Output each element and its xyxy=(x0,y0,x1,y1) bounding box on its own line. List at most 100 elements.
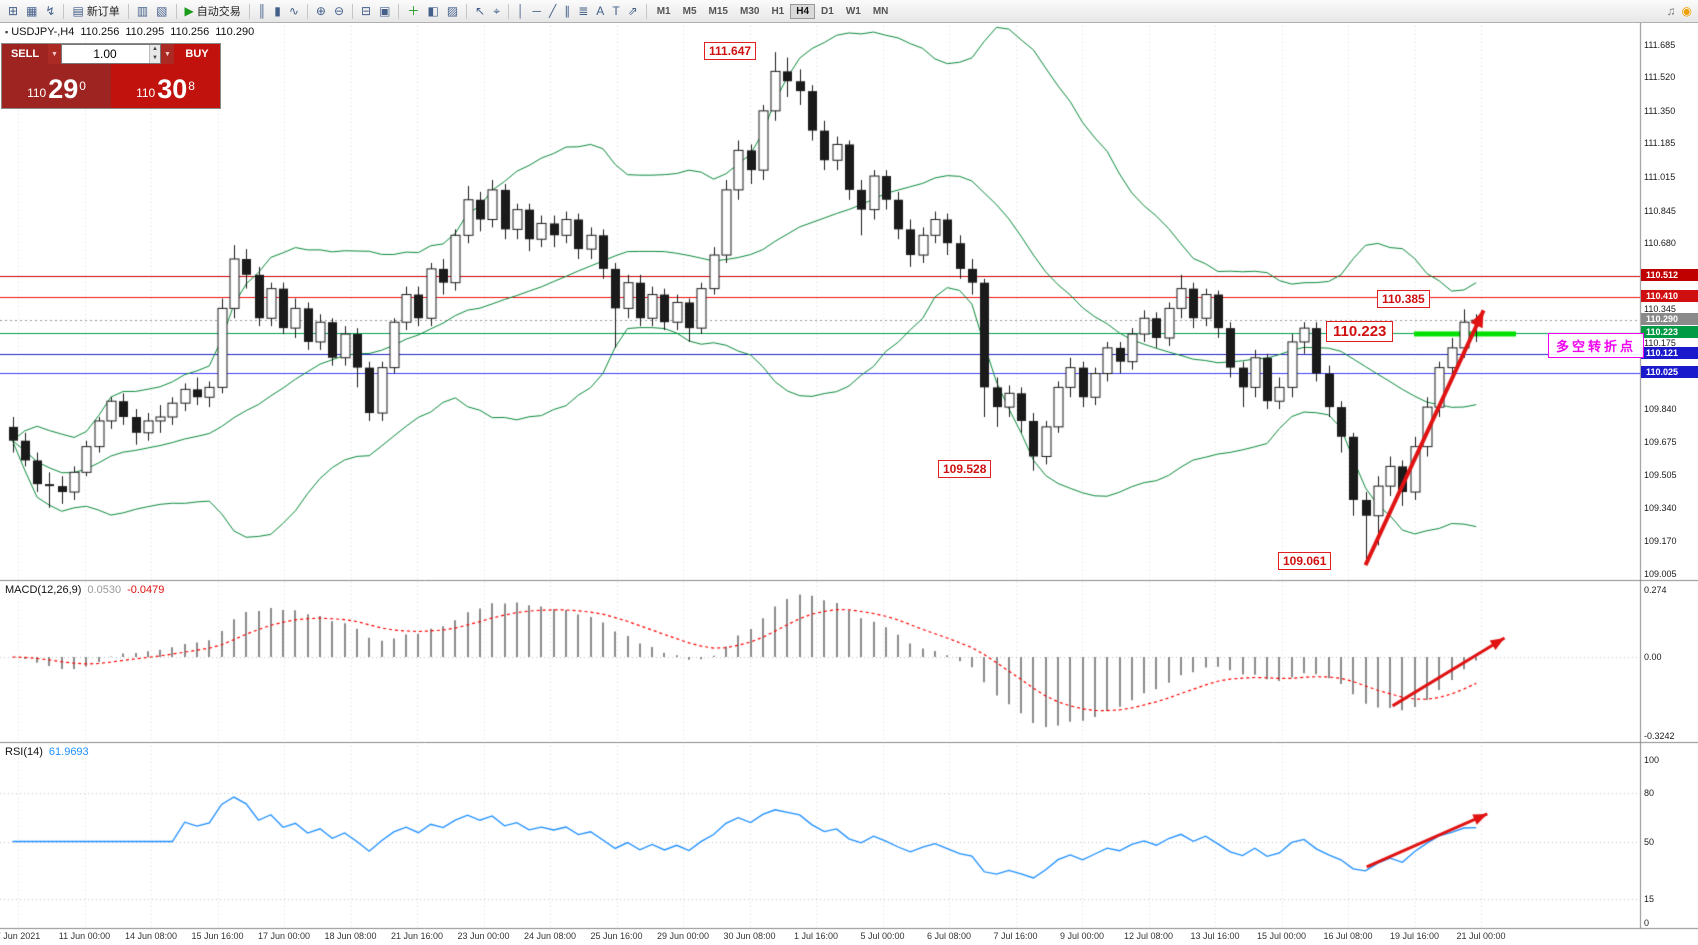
ask-price[interactable]: 110 30 8 xyxy=(111,64,220,108)
timeframe-m1-button[interactable]: M1 xyxy=(656,5,671,17)
time-tick: 25 Jun 16:00 xyxy=(590,931,643,941)
bottom-price-label[interactable]: 109.061 xyxy=(1278,552,1332,570)
ask-sup: 8 xyxy=(188,79,195,93)
turning-point-label[interactable]: 多空转折点 xyxy=(1548,333,1645,358)
price-tick: 109.505 xyxy=(1644,470,1677,481)
toolbar-group: ＋ ◧ ▨ xyxy=(403,4,462,18)
crosshair-tool-button[interactable]: ⌖ xyxy=(489,4,504,18)
label-tool-icon: T xyxy=(612,4,620,18)
timeframe-m5-button[interactable]: M5 xyxy=(682,5,697,17)
time-tick: 24 Jun 08:00 xyxy=(523,931,577,941)
peak-price-label[interactable]: 111.647 xyxy=(704,42,757,60)
volume-up-button[interactable]: ▲ xyxy=(149,45,160,54)
toolbar-separator xyxy=(175,3,177,19)
buy-options-caret[interactable]: ▼ xyxy=(161,44,174,64)
time-tick: 30 Jun 08:00 xyxy=(723,931,776,941)
rsi-header: RSI(14) 61.9693 xyxy=(5,746,89,758)
channel-tool-button[interactable]: ∥ xyxy=(560,4,574,18)
timeframe-h1-button[interactable]: H1 xyxy=(771,5,785,17)
volume-input[interactable] xyxy=(62,45,160,63)
price-level-badge: 110.410 xyxy=(1641,289,1698,302)
sound-icon[interactable]: ♫ xyxy=(1666,4,1676,18)
price-tick: 109.340 xyxy=(1644,502,1677,513)
autotrading-icon: ▶ xyxy=(184,4,194,18)
indicators-icon: ＋ xyxy=(407,4,420,18)
toolbar-group: ▶ 自动交易 xyxy=(181,2,245,20)
periods-button[interactable]: ◧ xyxy=(423,4,442,18)
bid-prefix: 110 xyxy=(27,86,47,100)
arrows-tool-button[interactable]: ⇗ xyxy=(624,4,642,18)
trendline-tool-button[interactable]: ╱ xyxy=(545,4,560,18)
tile-windows-button[interactable]: ⊟ xyxy=(357,4,375,18)
toolbar-right: ♫ ◉ xyxy=(1667,5,1694,17)
timeframe-m15-button[interactable]: M15 xyxy=(708,5,728,17)
bar-chart-mode-button[interactable]: ║ xyxy=(254,4,271,18)
timeframe-w1-button[interactable]: W1 xyxy=(845,5,861,17)
autotrading-button[interactable]: ▶ 自动交易 xyxy=(181,2,245,20)
label-tool-button[interactable]: T xyxy=(608,4,623,18)
zoom-out-icon: ⊖ xyxy=(333,4,345,18)
symbol-period-label: USDJPY-,H4 xyxy=(11,26,75,38)
market-watch-button[interactable]: ▥ xyxy=(133,4,152,18)
horizontal-line-tool-button[interactable]: ─ xyxy=(528,4,545,18)
new-chart-icon: ⊞ xyxy=(8,4,19,18)
time-tick: 15 Jun 16:00 xyxy=(191,931,244,941)
indicators-button[interactable]: ＋ xyxy=(403,4,423,18)
chart-symbol-icon: ▪ xyxy=(5,27,9,37)
timeframe-h4-button[interactable]: H4 xyxy=(790,3,816,19)
chart-shift-button[interactable]: ↯ xyxy=(41,4,59,18)
cursor-tool-button[interactable]: ↖ xyxy=(471,4,489,18)
time-tick: 11 Jun 00:00 xyxy=(58,931,111,941)
periods-icon: ◧ xyxy=(427,4,439,18)
low-value: 110.256 xyxy=(170,26,210,38)
templates-button[interactable]: ▨ xyxy=(443,4,462,18)
vertical-line-tool-button[interactable]: │ xyxy=(513,4,529,18)
sell-options-caret[interactable]: ▼ xyxy=(48,44,61,64)
connection-status-icon[interactable]: ◉ xyxy=(1681,4,1692,18)
candlestick-mode-button[interactable]: ▮ xyxy=(270,4,285,18)
chart-profiles-button[interactable]: ▦ xyxy=(22,4,41,18)
time-tick: 21 Jun 16:00 xyxy=(390,931,444,941)
bid-price[interactable]: 110 29 0 xyxy=(2,64,111,108)
bid-sup: 0 xyxy=(79,79,86,93)
time-tick: 6 Jul 08:00 xyxy=(926,931,972,941)
timeframe-m30-button[interactable]: M30 xyxy=(739,5,760,17)
rsi-name: RSI(14) xyxy=(5,746,43,758)
toolbar-separator xyxy=(248,3,250,19)
resistance-price-label[interactable]: 110.385 xyxy=(1377,290,1430,308)
price-tick: 110.175 xyxy=(1644,337,1676,348)
key-level-price-label[interactable]: 110.223 xyxy=(1326,321,1394,342)
toolbar-separator xyxy=(63,3,65,19)
time-tick: 18 Jun 08:00 xyxy=(324,931,377,941)
zoom-out-button[interactable]: ⊖ xyxy=(330,4,348,18)
swing-low-price-label[interactable]: 109.528 xyxy=(938,460,992,478)
fibonacci-tool-icon: ≣ xyxy=(578,4,589,18)
toolbar-separator xyxy=(127,3,129,19)
time-tick: 7 Jun 2021 xyxy=(0,931,41,941)
sell-button[interactable]: SELL xyxy=(2,44,48,64)
line-chart-mode-button[interactable]: ∿ xyxy=(285,4,303,18)
time-tick: 29 Jun 00:00 xyxy=(656,931,710,941)
time-tick: 12 Jul 08:00 xyxy=(1123,931,1174,941)
high-value: 110.295 xyxy=(125,26,165,38)
fibonacci-tool-button[interactable]: ≣ xyxy=(574,4,592,18)
price-tick: 111.350 xyxy=(1644,105,1676,116)
new-chart-button[interactable]: ⊞ xyxy=(4,4,22,18)
volume-down-button[interactable]: ▼ xyxy=(149,54,160,63)
templates-icon: ▨ xyxy=(446,4,459,18)
vertical-line-tool-icon: │ xyxy=(516,4,525,18)
new-order-button[interactable]: ▤ 新订单 xyxy=(68,2,123,20)
crosshair-tool-icon: ⌖ xyxy=(493,4,500,18)
navigator-button[interactable]: ▧ xyxy=(152,4,171,18)
auto-arrange-button[interactable]: ▣ xyxy=(375,4,394,18)
timeframe-d1-button[interactable]: D1 xyxy=(821,5,834,17)
text-tool-button[interactable]: A xyxy=(592,4,608,18)
buy-button[interactable]: BUY xyxy=(174,44,220,64)
timeframe-mn-button[interactable]: MN xyxy=(872,5,889,17)
macd-name: MACD(12,26,9) xyxy=(5,584,82,596)
macd-main-value: 0.0530 xyxy=(87,584,122,596)
zoom-in-button[interactable]: ⊕ xyxy=(312,4,330,18)
toolbar-separator xyxy=(352,3,354,19)
